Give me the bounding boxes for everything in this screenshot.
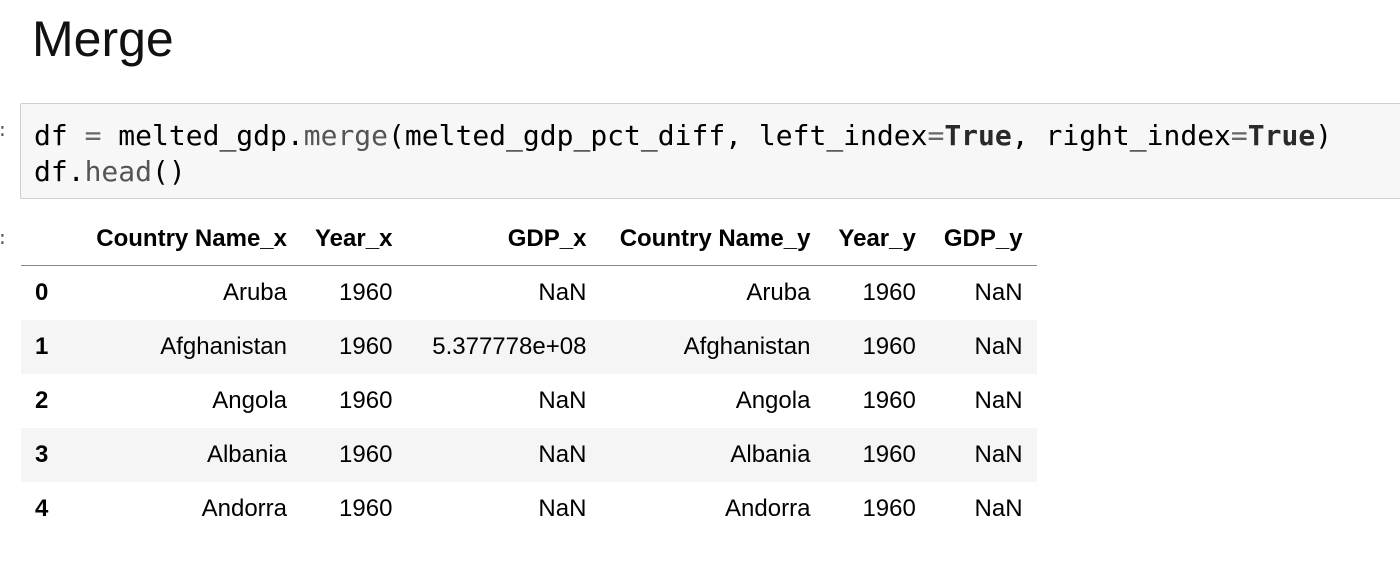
cell-country-name-y: Andorra [725, 495, 811, 522]
cell-year-x: 1960 [339, 333, 393, 360]
table-row: 4 Andorra 1960 NaN Andorra 1960 NaN [21, 482, 1037, 536]
code-line-2[interactable]: df.head() [34, 154, 186, 190]
cell-country-name-y: Afghanistan [683, 333, 811, 360]
column-header-year-y: Year_y [824, 212, 930, 266]
cell-year-x: 1960 [339, 387, 393, 414]
code-token: ) [1315, 119, 1333, 152]
code-line-1[interactable]: df = melted_gdp.merge(melted_gdp_pct_dif… [34, 118, 1332, 154]
cell-year-x: 1960 [339, 441, 393, 468]
table-row: 1 Afghanistan 1960 5.377778e+08 Afghanis… [21, 320, 1037, 374]
output-prompt-marker: : [0, 230, 8, 250]
cell-country-name-y: Albania [730, 441, 811, 468]
cell-gdp-x: 5.377778e+08 [432, 333, 587, 360]
code-token: melted_gdp. [118, 119, 304, 152]
cell-gdp-y: NaN [974, 495, 1023, 522]
row-index: 1 [35, 333, 49, 360]
code-token-method: merge [303, 119, 389, 152]
cell-year-y: 1960 [862, 279, 916, 306]
cell-gdp-x: NaN [538, 387, 587, 414]
cell-year-y: 1960 [862, 387, 916, 414]
cell-year-x: 1960 [339, 495, 393, 522]
code-token-operator: = [1230, 119, 1248, 152]
input-prompt-marker: : [0, 122, 8, 142]
code-token: , right_index [1011, 119, 1231, 152]
cell-gdp-y: NaN [974, 441, 1023, 468]
code-token-operator: = [927, 119, 945, 152]
table-header-row: Country Name_x Year_x GDP_x Country Name… [21, 212, 1037, 266]
cell-year-y: 1960 [862, 441, 916, 468]
cell-country-name-x: Afghanistan [160, 333, 287, 360]
cell-year-y: 1960 [862, 495, 916, 522]
code-token: (melted_gdp_pct_diff, left_index [388, 119, 928, 152]
row-index: 4 [35, 495, 49, 522]
cell-gdp-y: NaN [974, 279, 1023, 306]
code-token-keyword: True [1247, 119, 1316, 152]
code-token-keyword: True [944, 119, 1012, 152]
cell-output: Country Name_x Year_x GDP_x Country Name… [21, 212, 1037, 536]
cell-country-name-x: Albania [206, 441, 287, 468]
code-token: () [152, 155, 186, 188]
row-index: 3 [35, 441, 49, 468]
dataframe-table: Country Name_x Year_x GDP_x Country Name… [21, 212, 1037, 536]
column-header-country-name-y: Country Name_y [600, 212, 825, 266]
cell-gdp-y: NaN [974, 387, 1023, 414]
row-index: 0 [35, 279, 49, 306]
cell-year-y: 1960 [862, 333, 916, 360]
cell-gdp-x: NaN [538, 441, 587, 468]
column-header-gdp-x: GDP_x [406, 212, 601, 266]
code-token: df. [34, 155, 85, 188]
code-token-operator: = [67, 119, 119, 152]
table-row: 3 Albania 1960 NaN Albania 1960 NaN [21, 428, 1037, 482]
column-header-year-x: Year_x [301, 212, 407, 266]
cell-gdp-y: NaN [974, 333, 1023, 360]
table-row: 2 Angola 1960 NaN Angola 1960 NaN [21, 374, 1037, 428]
cell-country-name-y: Aruba [746, 279, 811, 306]
cell-country-name-x: Angola [212, 387, 287, 414]
cell-country-name-y: Angola [735, 387, 811, 414]
row-index: 2 [35, 387, 49, 414]
cell-gdp-x: NaN [538, 495, 587, 522]
markdown-heading: Merge [32, 11, 174, 67]
cell-year-x: 1960 [339, 279, 393, 306]
code-token-method: head [84, 155, 153, 188]
column-header-index [21, 212, 73, 266]
table-row: 0 Aruba 1960 NaN Aruba 1960 NaN [21, 266, 1037, 321]
cell-country-name-x: Aruba [222, 279, 287, 306]
code-token: df [34, 119, 68, 152]
code-cell[interactable]: df = melted_gdp.merge(melted_gdp_pct_dif… [20, 103, 1400, 199]
column-header-gdp-y: GDP_y [929, 212, 1037, 266]
column-header-country-name-x: Country Name_x [73, 212, 301, 266]
cell-gdp-x: NaN [538, 279, 587, 306]
cell-country-name-x: Andorra [201, 495, 287, 522]
